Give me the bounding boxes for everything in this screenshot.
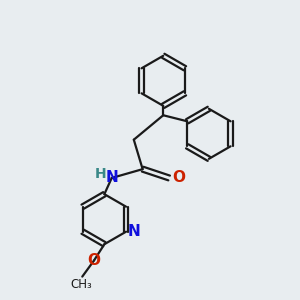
- Text: O: O: [172, 170, 185, 185]
- Text: H: H: [95, 167, 106, 181]
- Text: O: O: [88, 253, 100, 268]
- Text: CH₃: CH₃: [70, 278, 92, 291]
- Text: N: N: [128, 224, 141, 239]
- Text: N: N: [105, 170, 118, 185]
